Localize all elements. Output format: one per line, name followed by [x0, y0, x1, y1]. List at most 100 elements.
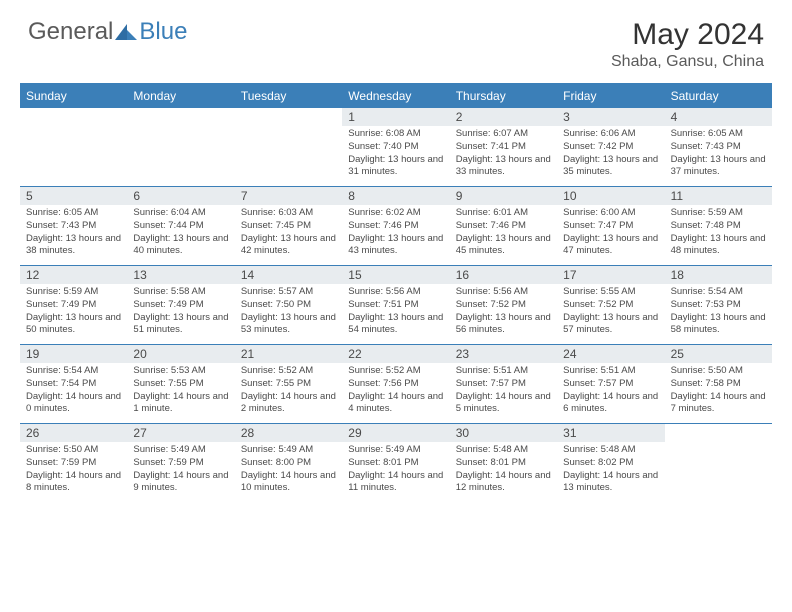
day-info: Sunrise: 6:08 AMSunset: 7:40 PMDaylight:…	[342, 126, 449, 183]
day-number: 9	[450, 187, 557, 205]
logo-text-general: General	[28, 18, 113, 46]
day-info: Sunrise: 6:00 AMSunset: 7:47 PMDaylight:…	[557, 205, 664, 262]
sunset-text: Sunset: 7:55 PM	[241, 378, 336, 391]
day-info: Sunrise: 5:50 AMSunset: 7:59 PMDaylight:…	[20, 442, 127, 499]
sunrise-text: Sunrise: 5:59 AM	[671, 207, 766, 220]
logo-text-blue: Blue	[139, 18, 187, 46]
sunrise-text: Sunrise: 5:51 AM	[456, 365, 551, 378]
day-cell: 26Sunrise: 5:50 AMSunset: 7:59 PMDayligh…	[20, 424, 127, 502]
daylight-text: Daylight: 14 hours and 8 minutes.	[26, 470, 121, 496]
day-number: 17	[557, 266, 664, 284]
sunset-text: Sunset: 7:55 PM	[133, 378, 228, 391]
sunset-text: Sunset: 7:45 PM	[241, 220, 336, 233]
day-cell	[20, 108, 127, 186]
daylight-text: Daylight: 14 hours and 9 minutes.	[133, 470, 228, 496]
sunrise-text: Sunrise: 5:52 AM	[348, 365, 443, 378]
day-cell: 4Sunrise: 6:05 AMSunset: 7:43 PMDaylight…	[665, 108, 772, 186]
daylight-text: Daylight: 13 hours and 53 minutes.	[241, 312, 336, 338]
daylight-text: Daylight: 13 hours and 42 minutes.	[241, 233, 336, 259]
week-row: 19Sunrise: 5:54 AMSunset: 7:54 PMDayligh…	[20, 344, 772, 423]
daylight-text: Daylight: 13 hours and 50 minutes.	[26, 312, 121, 338]
daylight-text: Daylight: 13 hours and 58 minutes.	[671, 312, 766, 338]
sunset-text: Sunset: 7:42 PM	[563, 141, 658, 154]
sunset-text: Sunset: 7:54 PM	[26, 378, 121, 391]
day-info: Sunrise: 5:51 AMSunset: 7:57 PMDaylight:…	[450, 363, 557, 420]
sunrise-text: Sunrise: 5:56 AM	[456, 286, 551, 299]
day-info: Sunrise: 5:49 AMSunset: 7:59 PMDaylight:…	[127, 442, 234, 499]
day-number: 24	[557, 345, 664, 363]
day-cell: 14Sunrise: 5:57 AMSunset: 7:50 PMDayligh…	[235, 266, 342, 344]
sunrise-text: Sunrise: 5:50 AM	[671, 365, 766, 378]
sunset-text: Sunset: 7:43 PM	[26, 220, 121, 233]
day-number: 23	[450, 345, 557, 363]
daylight-text: Daylight: 13 hours and 35 minutes.	[563, 154, 658, 180]
day-number: 22	[342, 345, 449, 363]
sunrise-text: Sunrise: 5:48 AM	[563, 444, 658, 457]
sunrise-text: Sunrise: 6:08 AM	[348, 128, 443, 141]
day-info: Sunrise: 5:57 AMSunset: 7:50 PMDaylight:…	[235, 284, 342, 341]
day-cell: 7Sunrise: 6:03 AMSunset: 7:45 PMDaylight…	[235, 187, 342, 265]
day-info: Sunrise: 5:48 AMSunset: 8:02 PMDaylight:…	[557, 442, 664, 499]
weekday-header: Saturday	[665, 85, 772, 108]
sunrise-text: Sunrise: 5:52 AM	[241, 365, 336, 378]
day-info: Sunrise: 6:02 AMSunset: 7:46 PMDaylight:…	[342, 205, 449, 262]
daylight-text: Daylight: 13 hours and 43 minutes.	[348, 233, 443, 259]
day-number: 10	[557, 187, 664, 205]
sunset-text: Sunset: 7:43 PM	[671, 141, 766, 154]
week-row: 1Sunrise: 6:08 AMSunset: 7:40 PMDaylight…	[20, 108, 772, 186]
sunset-text: Sunset: 8:01 PM	[348, 457, 443, 470]
sunset-text: Sunset: 7:53 PM	[671, 299, 766, 312]
day-number: 16	[450, 266, 557, 284]
sunset-text: Sunset: 7:46 PM	[348, 220, 443, 233]
day-info: Sunrise: 6:03 AMSunset: 7:45 PMDaylight:…	[235, 205, 342, 262]
day-cell: 31Sunrise: 5:48 AMSunset: 8:02 PMDayligh…	[557, 424, 664, 502]
daylight-text: Daylight: 13 hours and 47 minutes.	[563, 233, 658, 259]
day-cell: 22Sunrise: 5:52 AMSunset: 7:56 PMDayligh…	[342, 345, 449, 423]
week-row: 5Sunrise: 6:05 AMSunset: 7:43 PMDaylight…	[20, 186, 772, 265]
day-info: Sunrise: 6:06 AMSunset: 7:42 PMDaylight:…	[557, 126, 664, 183]
daylight-text: Daylight: 13 hours and 38 minutes.	[26, 233, 121, 259]
sunrise-text: Sunrise: 5:54 AM	[26, 365, 121, 378]
day-cell: 18Sunrise: 5:54 AMSunset: 7:53 PMDayligh…	[665, 266, 772, 344]
header: General Blue May 2024 Shaba, Gansu, Chin…	[0, 0, 792, 77]
sunrise-text: Sunrise: 6:02 AM	[348, 207, 443, 220]
day-info: Sunrise: 6:05 AMSunset: 7:43 PMDaylight:…	[665, 126, 772, 183]
daylight-text: Daylight: 14 hours and 6 minutes.	[563, 391, 658, 417]
daylight-text: Daylight: 13 hours and 57 minutes.	[563, 312, 658, 338]
daylight-text: Daylight: 14 hours and 13 minutes.	[563, 470, 658, 496]
day-number	[235, 108, 342, 112]
day-info: Sunrise: 5:52 AMSunset: 7:55 PMDaylight:…	[235, 363, 342, 420]
daylight-text: Daylight: 14 hours and 10 minutes.	[241, 470, 336, 496]
day-cell: 13Sunrise: 5:58 AMSunset: 7:49 PMDayligh…	[127, 266, 234, 344]
day-info: Sunrise: 5:50 AMSunset: 7:58 PMDaylight:…	[665, 363, 772, 420]
sunrise-text: Sunrise: 5:49 AM	[241, 444, 336, 457]
day-cell: 16Sunrise: 5:56 AMSunset: 7:52 PMDayligh…	[450, 266, 557, 344]
day-number: 13	[127, 266, 234, 284]
day-number: 30	[450, 424, 557, 442]
day-cell: 2Sunrise: 6:07 AMSunset: 7:41 PMDaylight…	[450, 108, 557, 186]
day-number: 25	[665, 345, 772, 363]
day-info: Sunrise: 5:56 AMSunset: 7:52 PMDaylight:…	[450, 284, 557, 341]
day-info: Sunrise: 6:05 AMSunset: 7:43 PMDaylight:…	[20, 205, 127, 262]
sunset-text: Sunset: 7:59 PM	[133, 457, 228, 470]
day-cell	[127, 108, 234, 186]
day-number: 4	[665, 108, 772, 126]
day-number	[127, 108, 234, 112]
logo: General Blue	[28, 18, 187, 46]
day-number: 6	[127, 187, 234, 205]
sunset-text: Sunset: 7:58 PM	[671, 378, 766, 391]
day-cell: 11Sunrise: 5:59 AMSunset: 7:48 PMDayligh…	[665, 187, 772, 265]
daylight-text: Daylight: 13 hours and 54 minutes.	[348, 312, 443, 338]
sunset-text: Sunset: 7:56 PM	[348, 378, 443, 391]
sunrise-text: Sunrise: 5:56 AM	[348, 286, 443, 299]
daylight-text: Daylight: 14 hours and 11 minutes.	[348, 470, 443, 496]
daylight-text: Daylight: 13 hours and 48 minutes.	[671, 233, 766, 259]
sunrise-text: Sunrise: 6:05 AM	[671, 128, 766, 141]
weekday-header: Sunday	[20, 85, 127, 108]
daylight-text: Daylight: 13 hours and 51 minutes.	[133, 312, 228, 338]
day-number: 18	[665, 266, 772, 284]
day-info: Sunrise: 5:54 AMSunset: 7:54 PMDaylight:…	[20, 363, 127, 420]
month-title: May 2024	[611, 18, 764, 51]
sunset-text: Sunset: 7:44 PM	[133, 220, 228, 233]
day-cell: 28Sunrise: 5:49 AMSunset: 8:00 PMDayligh…	[235, 424, 342, 502]
